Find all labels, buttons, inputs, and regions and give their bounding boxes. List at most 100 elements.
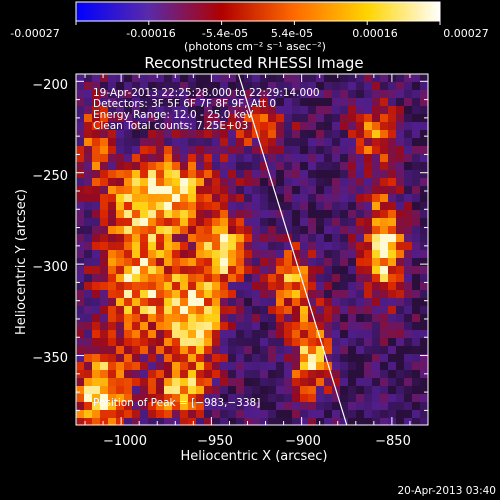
heatmap-pixel bbox=[236, 138, 244, 146]
heatmap-pixel bbox=[404, 210, 412, 218]
heatmap-pixel bbox=[356, 114, 364, 122]
heatmap-pixel bbox=[76, 90, 84, 98]
heatmap-pixel bbox=[292, 90, 300, 98]
heatmap-pixel bbox=[140, 90, 148, 98]
heatmap-pixel bbox=[420, 330, 428, 338]
heatmap-pixel bbox=[276, 138, 284, 146]
heatmap-pixel bbox=[180, 378, 188, 386]
heatmap-pixel bbox=[236, 418, 244, 425]
heatmap-pixel bbox=[196, 154, 204, 162]
heatmap-pixel bbox=[204, 82, 212, 90]
heatmap-pixel bbox=[356, 370, 364, 378]
heatmap-pixel bbox=[180, 394, 188, 402]
heatmap-pixel bbox=[252, 74, 260, 82]
heatmap-pixel bbox=[148, 162, 156, 170]
heatmap-pixel bbox=[332, 242, 340, 250]
heatmap-pixel bbox=[188, 330, 196, 338]
heatmap-pixel bbox=[372, 82, 380, 90]
heatmap-pixel bbox=[108, 298, 116, 306]
heatmap-pixel bbox=[332, 98, 340, 106]
heatmap-pixel bbox=[412, 354, 420, 362]
heatmap-pixel bbox=[196, 138, 204, 146]
heatmap-pixel bbox=[324, 162, 332, 170]
heatmap-pixel bbox=[340, 394, 348, 402]
heatmap-pixel bbox=[284, 322, 292, 330]
heatmap-pixel bbox=[252, 314, 260, 322]
heatmap-pixel bbox=[84, 130, 92, 138]
heatmap-pixel bbox=[212, 402, 220, 410]
heatmap-pixel bbox=[156, 370, 164, 378]
heatmap-pixel bbox=[316, 378, 324, 386]
heatmap-pixel bbox=[164, 218, 172, 226]
heatmap-pixel bbox=[228, 378, 236, 386]
heatmap-pixel bbox=[300, 394, 308, 402]
heatmap-pixel bbox=[364, 362, 372, 370]
heatmap-pixel bbox=[132, 202, 140, 210]
heatmap-pixel bbox=[156, 98, 164, 106]
heatmap-pixel bbox=[404, 378, 412, 386]
heatmap-pixel bbox=[420, 90, 428, 98]
heatmap-pixel bbox=[236, 242, 244, 250]
heatmap-pixel bbox=[92, 234, 100, 242]
heatmap-pixel bbox=[140, 250, 148, 258]
heatmap-pixel bbox=[124, 202, 132, 210]
heatmap-pixel bbox=[332, 82, 340, 90]
heatmap-pixel bbox=[244, 82, 252, 90]
heatmap-pixel bbox=[364, 386, 372, 394]
heatmap-pixel bbox=[276, 290, 284, 298]
heatmap-pixel bbox=[420, 282, 428, 290]
heatmap-pixel bbox=[180, 266, 188, 274]
heatmap-pixel bbox=[220, 242, 228, 250]
heatmap-pixel bbox=[300, 98, 308, 106]
heatmap-pixel bbox=[100, 202, 108, 210]
heatmap-pixel bbox=[380, 394, 388, 402]
heatmap-pixel bbox=[196, 410, 204, 418]
heatmap-pixel bbox=[372, 410, 380, 418]
heatmap-pixel bbox=[76, 394, 84, 402]
heatmap-pixel bbox=[372, 130, 380, 138]
heatmap-pixel bbox=[124, 186, 132, 194]
heatmap-pixel bbox=[412, 330, 420, 338]
heatmap-pixel bbox=[172, 402, 180, 410]
heatmap-pixel bbox=[148, 418, 156, 425]
heatmap-pixel bbox=[420, 322, 428, 330]
heatmap-pixel bbox=[212, 170, 220, 178]
x-tick-label-1: −950 bbox=[197, 434, 233, 449]
heatmap-pixel bbox=[388, 322, 396, 330]
heatmap-pixel bbox=[180, 154, 188, 162]
heatmap-pixel bbox=[180, 234, 188, 242]
heatmap-pixel bbox=[124, 274, 132, 282]
heatmap-pixel bbox=[420, 290, 428, 298]
heatmap-pixel bbox=[260, 130, 268, 138]
heatmap-pixel bbox=[340, 346, 348, 354]
heatmap-pixel bbox=[188, 282, 196, 290]
heatmap-pixel bbox=[76, 282, 84, 290]
heatmap-pixel bbox=[172, 130, 180, 138]
heatmap-pixel bbox=[284, 194, 292, 202]
heatmap-pixel bbox=[372, 178, 380, 186]
heatmap-pixel bbox=[340, 274, 348, 282]
heatmap-pixel bbox=[260, 266, 268, 274]
heatmap-pixel bbox=[76, 130, 84, 138]
heatmap-pixel bbox=[188, 82, 196, 90]
heatmap-pixel bbox=[188, 210, 196, 218]
heatmap-pixel bbox=[260, 338, 268, 346]
heatmap-pixel bbox=[100, 402, 108, 410]
heatmap-pixel bbox=[132, 178, 140, 186]
heatmap-pixel bbox=[156, 122, 164, 130]
heatmap-pixel bbox=[228, 122, 236, 130]
heatmap-pixel bbox=[356, 90, 364, 98]
heatmap-pixel bbox=[252, 370, 260, 378]
heatmap-pixel bbox=[140, 114, 148, 122]
heatmap-pixel bbox=[100, 234, 108, 242]
heatmap-pixel bbox=[380, 162, 388, 170]
heatmap-pixel bbox=[332, 162, 340, 170]
heatmap-pixel bbox=[300, 234, 308, 242]
heatmap-pixel bbox=[268, 162, 276, 170]
heatmap-pixel bbox=[108, 130, 116, 138]
heatmap-pixel bbox=[364, 282, 372, 290]
heatmap-pixel bbox=[196, 162, 204, 170]
heatmap-pixel bbox=[140, 266, 148, 274]
heatmap-pixel bbox=[316, 98, 324, 106]
heatmap-pixel bbox=[252, 274, 260, 282]
